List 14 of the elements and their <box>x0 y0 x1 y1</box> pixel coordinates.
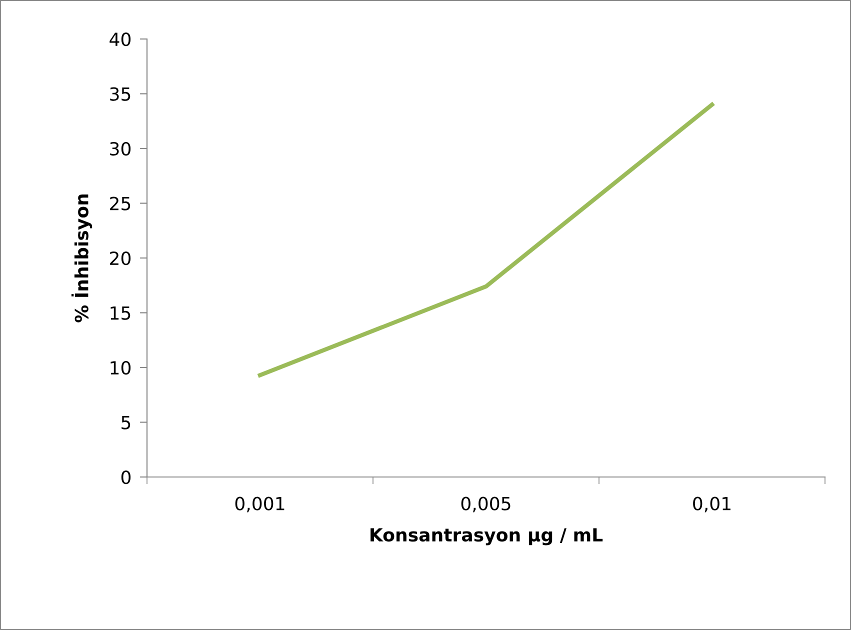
y-tick-label: 5 <box>122 416 130 430</box>
y-tick-label: 40 <box>110 32 131 46</box>
y-axis-title: % İnhibisyon <box>71 194 92 322</box>
y-tick-label: 15 <box>110 306 130 320</box>
x-axis-title: Konsantrasyon µg / mL <box>370 528 603 546</box>
y-tick-label: 20 <box>110 251 131 266</box>
y-tick-label: 35 <box>110 87 130 101</box>
y-tick-label: 10 <box>110 360 131 375</box>
y-tick-label: 25 <box>110 196 130 210</box>
y-tick-label: 30 <box>110 142 131 156</box>
x-tick-label: 0,01 <box>693 496 730 512</box>
x-tick-label: 0,001 <box>235 496 284 512</box>
y-tick-label: 0 <box>121 470 131 484</box>
x-tick-label: 0,005 <box>461 496 510 512</box>
